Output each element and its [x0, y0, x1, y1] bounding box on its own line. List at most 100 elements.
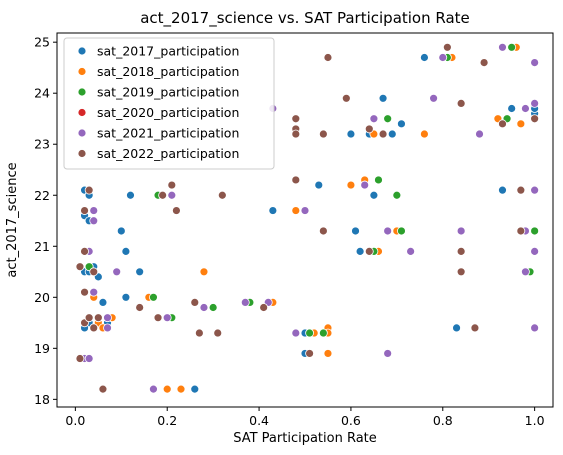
point-sat_2022_participation-21 [259, 303, 269, 312]
y-axis-label: act_2017_science [5, 162, 20, 277]
point-sat_2017_participation-28 [378, 93, 388, 103]
point-sat_2018_participation-7 [176, 384, 186, 394]
point-sat_2022_participation-6 [84, 185, 94, 195]
y-tick-label-5: 23 [34, 137, 50, 152]
point-sat_2022_participation-9 [89, 267, 99, 277]
point-sat_2022_participation-42 [479, 58, 489, 67]
point-sat_2021_participation-35 [530, 246, 540, 256]
point-sat_2022_participation-18 [194, 328, 204, 338]
point-sat_2022_participation-2 [80, 287, 89, 297]
point-sat_2022_participation-38 [470, 323, 480, 333]
point-sat_2019_participation-6 [208, 303, 218, 312]
point-sat_2022_participation-33 [378, 129, 388, 139]
legend-marker-sat_2022_participation [77, 149, 87, 158]
point-sat_2022_participation-35 [456, 99, 466, 108]
point-sat_2021_participation-22 [383, 349, 393, 358]
point-sat_2019_participation-18 [507, 42, 517, 52]
point-sat_2017_participation-34 [507, 104, 517, 113]
point-sat_2022_participation-17 [190, 297, 200, 307]
point-sat_2021_participation-26 [456, 226, 466, 236]
point-sat_2018_participation-8 [199, 267, 209, 277]
point-sat_2019_participation-8 [305, 328, 314, 338]
legend-label-sat_2022_participation: sat_2022_participation [97, 146, 239, 161]
legend-marker-sat_2021_participation [77, 128, 87, 138]
point-sat_2017_participation-19 [268, 206, 278, 215]
point-sat_2021_participation-24 [429, 93, 438, 103]
point-sat_2018_participation-14 [323, 349, 333, 358]
point-sat_2022_participation-39 [498, 119, 507, 129]
point-sat_2022_participation-7 [84, 313, 94, 323]
point-sat_2022_participation-15 [167, 180, 177, 190]
point-sat_2019_participation-20 [530, 226, 540, 236]
point-sat_2021_participation-3 [89, 206, 99, 215]
point-sat_2021_participation-23 [406, 246, 416, 256]
point-sat_2021_participation-12 [167, 190, 177, 200]
point-sat_2017_participation-25 [355, 246, 365, 256]
point-sat_2022_participation-13 [153, 313, 163, 323]
point-sat_2022_participation-4 [80, 246, 89, 256]
point-sat_2019_participation-9 [318, 328, 328, 338]
y-tick-label-0: 18 [34, 392, 50, 407]
point-sat_2021_participation-33 [530, 99, 540, 108]
point-sat_2021_participation-5 [89, 287, 99, 297]
point-sat_2017_participation-16 [126, 190, 135, 200]
x-tick-label-4: 0.8 [433, 413, 453, 428]
point-sat_2021_participation-27 [475, 129, 484, 139]
point-sat_2022_participation-29 [323, 53, 333, 62]
point-sat_2022_participation-36 [456, 246, 466, 256]
legend-marker-sat_2017_participation [77, 46, 87, 56]
legend: sat_2017_participation sat_2018_participa… [63, 37, 275, 170]
point-sat_2022_participation-8 [89, 323, 99, 333]
x-axis-label: SAT Participation Rate [233, 431, 377, 446]
point-sat_2021_participation-17 [291, 328, 301, 338]
point-sat_2019_participation-15 [397, 226, 406, 236]
point-sat_2022_participation-10 [93, 313, 103, 323]
point-sat_2022_participation-12 [135, 303, 145, 312]
point-sat_2017_participation-32 [452, 323, 461, 333]
point-sat_2018_participation-25 [516, 119, 526, 129]
point-sat_2021_participation-7 [103, 323, 112, 333]
y-axis-ticks: 18 19 20 21 22 23 24 25 [34, 35, 57, 407]
point-sat_2017_participation-24 [351, 226, 360, 236]
point-sat_2022_participation-25 [291, 129, 301, 139]
point-sat_2021_participation-31 [521, 104, 530, 113]
x-tick-label-3: 0.6 [341, 413, 361, 428]
point-sat_2022_participation-11 [98, 384, 108, 394]
point-sat_2021_participation-20 [369, 114, 379, 124]
point-sat_2022_participation-1 [75, 262, 85, 272]
point-sat_2021_participation-21 [383, 226, 393, 236]
point-sat_2022_participation-27 [318, 226, 328, 236]
point-sat_2017_participation-23 [346, 129, 356, 139]
point-sat_2021_participation-10 [149, 384, 158, 394]
point-sat_2022_participation-31 [364, 246, 374, 256]
point-sat_2021_participation-14 [240, 297, 250, 307]
point-sat_2018_participation-6 [162, 384, 172, 394]
point-sat_2017_participation-15 [121, 292, 131, 302]
point-sat_2021_participation-11 [162, 313, 172, 323]
point-sat_2022_participation-28 [318, 129, 328, 139]
point-sat_2017_participation-17 [135, 267, 145, 277]
point-sat_2017_participation-18 [190, 384, 200, 394]
y-tick-label-7: 25 [34, 35, 50, 50]
point-sat_2021_participation-1 [84, 354, 94, 363]
point-sat_2019_participation-14 [392, 190, 402, 200]
point-sat_2022_participation-41 [516, 226, 526, 236]
point-sat_2021_participation-9 [112, 267, 122, 277]
y-tick-label-6: 24 [34, 86, 50, 101]
x-tick-label-2: 0.4 [249, 413, 269, 428]
point-sat_2022_participation-32 [364, 124, 374, 134]
point-sat_2018_participation-16 [346, 180, 356, 190]
point-sat_2022_participation-19 [213, 328, 223, 338]
point-sat_2019_participation-3 [149, 292, 158, 302]
y-tick-label-1: 19 [34, 341, 50, 356]
point-sat_2021_participation-32 [530, 58, 540, 67]
point-sat_2022_participation-22 [291, 114, 301, 124]
legend-label-sat_2019_participation: sat_2019_participation [97, 85, 239, 100]
point-sat_2021_participation-13 [199, 303, 209, 312]
legend-marker-sat_2020_participation [77, 108, 87, 117]
point-sat_2017_participation-8 [98, 297, 108, 307]
x-tick-label-1: 0.2 [157, 413, 177, 428]
legend-marker-sat_2018_participation [77, 67, 87, 76]
point-sat_2017_participation-30 [397, 119, 406, 129]
